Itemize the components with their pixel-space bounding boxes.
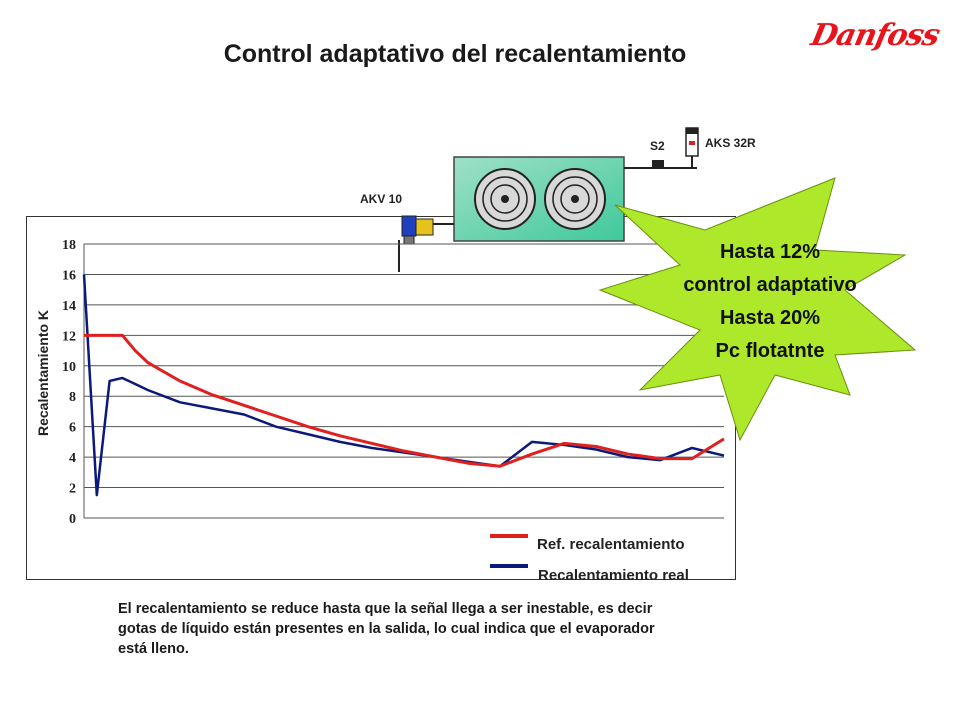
- series-line-real: [82, 274, 725, 497]
- legend-label-ref: Ref. recalentamiento: [537, 536, 685, 553]
- y-tick-label: 0: [69, 512, 76, 527]
- y-axis-label: Recalentamiento K: [35, 310, 51, 436]
- y-tick-label: 4: [69, 451, 76, 466]
- s2-label: S2: [650, 139, 665, 153]
- callout-line-1: Hasta 12%: [720, 241, 820, 263]
- pressure-sensor-label: AKS 32R: [705, 136, 756, 150]
- legend: Ref. recalentamiento Recalentamiento rea…: [490, 534, 689, 584]
- valve-body-icon: [415, 218, 434, 236]
- valve-label: AKV 10: [360, 192, 402, 206]
- valve-coil-icon: [401, 215, 417, 237]
- y-tick-labels: 0 2 4 6 8 10 12 14 16 18: [62, 238, 76, 527]
- y-tick-label: 8: [69, 390, 76, 405]
- legend-label-real: Recalentamiento real: [538, 567, 689, 584]
- explanation-note: El recalentamiento se reduce hasta que l…: [118, 601, 655, 657]
- y-tick-label: 18: [62, 238, 76, 253]
- callout-line-3: Hasta 20%: [720, 307, 820, 329]
- callout-line-4: Pc flotatnte: [716, 340, 825, 362]
- grid-layer: [83, 243, 724, 519]
- y-tick-label: 12: [62, 329, 76, 344]
- y-tick-label: 16: [62, 268, 76, 283]
- page-title: Control adaptativo del recalentamiento: [223, 40, 687, 68]
- y-tick-label: 6: [69, 421, 76, 436]
- starburst-shape: [598, 177, 917, 442]
- y-tick-label: 14: [62, 299, 76, 314]
- chart-frame: [26, 216, 736, 580]
- callout-starburst: Hasta 12% control adaptativo Hasta 20% P…: [598, 177, 917, 442]
- s2-sensor-icon: [652, 160, 664, 169]
- series-layer: [82, 274, 725, 497]
- series-line-ref: [84, 333, 725, 468]
- evaporator-unit: [398, 127, 699, 272]
- y-tick-label: 2: [69, 482, 76, 497]
- y-tick-label: 10: [62, 360, 76, 375]
- callout-line-2: control adaptativo: [683, 274, 856, 296]
